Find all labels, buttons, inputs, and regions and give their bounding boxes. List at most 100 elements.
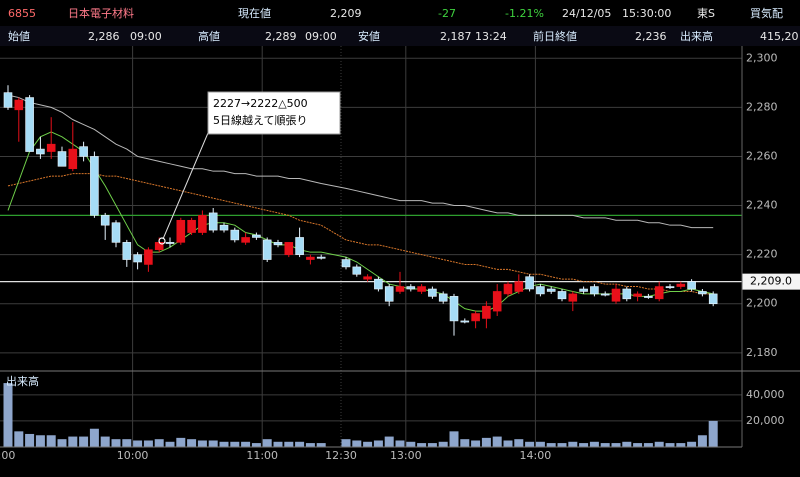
volume-label: 出来高: [680, 29, 713, 43]
candle-body: [384, 286, 394, 302]
volume-bar: [143, 440, 153, 447]
volume-bar: [46, 435, 56, 447]
candle-body: [482, 305, 491, 319]
time: 15:30:00: [622, 7, 671, 20]
annotation-text: 5日線越えて順張り: [213, 113, 307, 127]
x-tick-label: 10:00: [117, 449, 149, 462]
volume-bar: [622, 441, 632, 447]
candle-body: [90, 156, 99, 216]
volume-bar: [471, 440, 481, 447]
low-label: 安値: [358, 29, 380, 43]
volume-bar: [111, 439, 121, 447]
candle-body: [536, 286, 545, 295]
candle-body: [284, 242, 294, 255]
candle-body: [568, 293, 578, 302]
candle-body: [133, 254, 142, 263]
candle-body: [546, 288, 556, 292]
volume-bar: [438, 441, 448, 447]
x-tick-label: 14:00: [520, 449, 552, 462]
candle-body: [25, 97, 34, 152]
candle-body: [665, 286, 675, 289]
volume-bar: [697, 435, 707, 447]
annotation-box: [207, 91, 341, 135]
candle-body: [503, 283, 513, 295]
candle-body: [341, 259, 351, 268]
volume-bar: [535, 441, 545, 447]
volume-bar: [363, 441, 373, 447]
open-label: 始値: [8, 29, 30, 43]
volume-bar: [600, 443, 610, 447]
candle-body: [471, 313, 480, 322]
candle-body: [525, 276, 534, 290]
candle-body: [208, 212, 218, 231]
candle-body: [428, 288, 437, 297]
candle-body: [144, 249, 153, 265]
volume-bar: [262, 439, 272, 447]
candle-body: [676, 283, 686, 287]
annotation-marker: [158, 237, 166, 245]
y-tick-label: 2,200: [746, 297, 778, 310]
volume-bar: [100, 436, 110, 447]
current-label: 現在値: [238, 7, 271, 20]
candle-body: [79, 146, 88, 157]
volume-bar: [492, 436, 502, 447]
volume-bar: [25, 433, 35, 447]
date: 24/12/05: [562, 7, 611, 20]
price-tag-label: 2,209.0: [750, 275, 792, 288]
current-price: 2,209: [330, 7, 362, 20]
high-label: 高値: [198, 29, 220, 43]
candle-body: [198, 215, 207, 233]
volume-bar: [611, 443, 621, 447]
plot: 2,180 2,200 2,220 2,240 2,260 2,280 2,300 20,00…: [0, 46, 800, 462]
volume-bar: [654, 441, 664, 447]
volume-bar: [514, 439, 524, 447]
volume-bar: [481, 437, 491, 447]
volume-bar: [708, 420, 718, 447]
high: 2,289: [265, 30, 297, 43]
candle-body: [449, 296, 459, 322]
volume-bar: [643, 443, 653, 447]
volume-bar: [154, 439, 164, 447]
candle-body: [590, 286, 599, 295]
volume-bar: [525, 441, 535, 447]
x-tick-label: 12:30: [325, 449, 357, 462]
volume-bar: [284, 441, 294, 447]
volume-bar: [305, 443, 315, 447]
annotation-text: 2227→2222△500: [213, 97, 308, 110]
market: 東S: [697, 7, 715, 20]
candle-body: [611, 288, 621, 302]
volume-bar: [230, 441, 240, 447]
moving-average-line: [7, 173, 714, 295]
candle-body: [492, 291, 502, 312]
candle-body: [622, 288, 632, 300]
volume-bar: [251, 443, 261, 447]
candle-body: [122, 242, 132, 260]
volume-pane-label: 出来高: [6, 374, 39, 388]
y-tick-label: 2,220: [746, 248, 778, 261]
change: -27: [438, 7, 456, 20]
candle-body: [273, 242, 283, 246]
volume-total: 415,20: [760, 30, 799, 43]
candle-body: [395, 286, 405, 292]
candle-body: [579, 288, 588, 292]
stock-code: 6855: [8, 7, 36, 20]
volume-bar: [395, 440, 405, 447]
volume-bar: [165, 441, 175, 447]
candle-body: [654, 286, 664, 300]
volume-bar: [208, 440, 218, 447]
open: 2,286: [88, 30, 120, 43]
x-tick-label: 9:00: [0, 449, 15, 462]
y-tick-label: 2,260: [746, 149, 778, 162]
volume-bar: [406, 441, 416, 447]
candle-body: [262, 239, 272, 260]
candle-body: [708, 293, 718, 305]
volume-bar: [295, 441, 305, 447]
y-tick-label: 2,280: [746, 100, 778, 113]
candle-body: [252, 234, 261, 238]
volume-bar: [579, 443, 589, 447]
volume-bar: [122, 439, 132, 447]
candle-body: [600, 293, 610, 296]
volume-bar: [449, 431, 459, 447]
stats-bar: [0, 26, 800, 46]
